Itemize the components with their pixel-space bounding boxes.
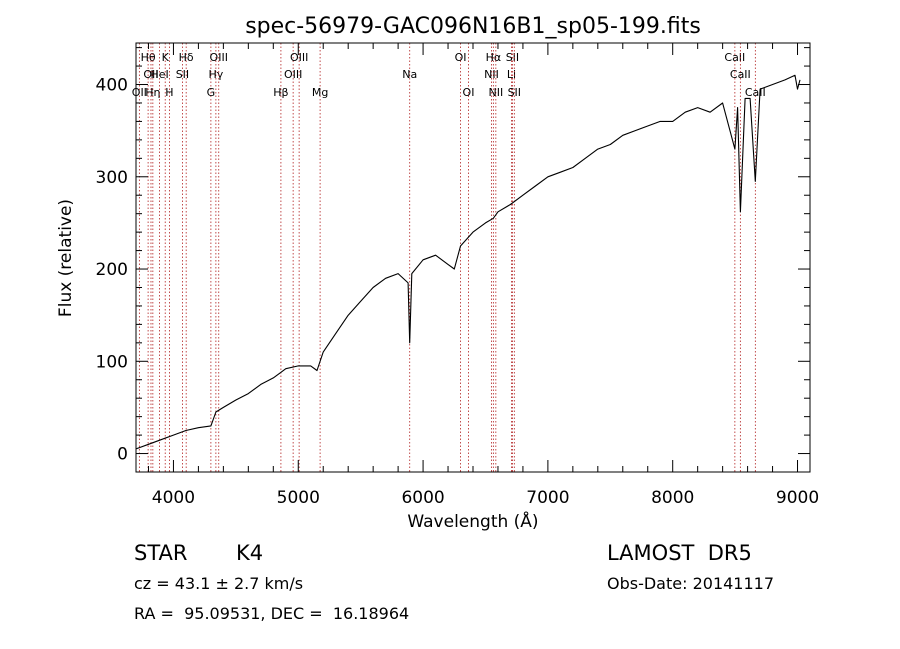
object-class: STAR [134,541,188,565]
spectrum-series-0 [135,74,801,450]
line-marker-label: Mg [312,86,328,99]
y-tick-label: 0 [117,445,128,465]
line-marker-label: H [165,86,173,99]
x-tick-label: 4000 [152,488,195,508]
line-marker-label: SII [506,51,519,64]
line-marker-label: OIII [210,51,228,64]
x-tick-label: 8000 [651,488,694,508]
line-marker-label: CaII [730,68,751,81]
line-marker-label: SII [508,86,521,99]
line-marker-label: Hη [145,86,160,99]
line-marker-label: Hβ [273,86,288,99]
x-tick-label: 6000 [401,488,444,508]
y-tick-label: 200 [96,260,128,280]
line-marker-label: Li [507,68,516,81]
object-subclass: K4 [236,541,264,565]
line-marker-label: OIII [290,51,308,64]
y-tick-label: 300 [96,168,128,188]
observation-date: Obs-Date: 20141117 [607,574,775,593]
spectral-line-markers: OIIHθOIIHηHeIKHSIIHδGHγOIIIHβOIIIOIIIMgN… [132,43,766,472]
line-marker-label: G [207,86,216,99]
y-tick-label: 100 [96,352,128,372]
line-marker-label: HeI [150,68,168,81]
line-marker-label: OIII [284,68,302,81]
line-marker-label: CaII [724,51,745,64]
line-marker-label: OII [143,68,158,81]
line-marker-label: Hγ [208,68,223,81]
line-marker-label: Hθ [141,51,156,64]
line-marker-label: Hα [486,51,502,64]
series-layer [135,74,801,450]
chart-title: spec-56979-GAC096N16B1_sp05-199.fits [245,14,701,39]
coordinates: RA = 95.09531, DEC = 16.18964 [134,604,410,623]
line-marker-label: SII [176,68,189,81]
x-axis-label: Wavelength (Å) [407,510,538,532]
line-marker-label: NII [484,68,499,81]
line-marker-label: Na [402,68,417,81]
y-axis: 0 100 200 300 400 [96,47,810,465]
x-tick-label: 9000 [776,488,819,508]
survey-name: LAMOST DR5 [607,541,752,565]
y-tick-label: 400 [96,76,128,96]
x-axis: 4000 5000 6000 7000 8000 9000 [147,43,819,508]
redshift-value: cz = 43.1 ± 2.7 km/s [134,574,304,593]
x-tick-label: 5000 [277,488,320,508]
line-marker-label: K [162,51,170,64]
y-axis-label: Flux (relative) [56,199,76,317]
line-marker-label: NII [488,86,503,99]
plot-frame [135,42,811,473]
line-marker-label: OI [455,51,467,64]
x-tick-label: 7000 [526,488,569,508]
line-marker-label: Hδ [179,51,194,64]
line-marker-label: OI [463,86,475,99]
